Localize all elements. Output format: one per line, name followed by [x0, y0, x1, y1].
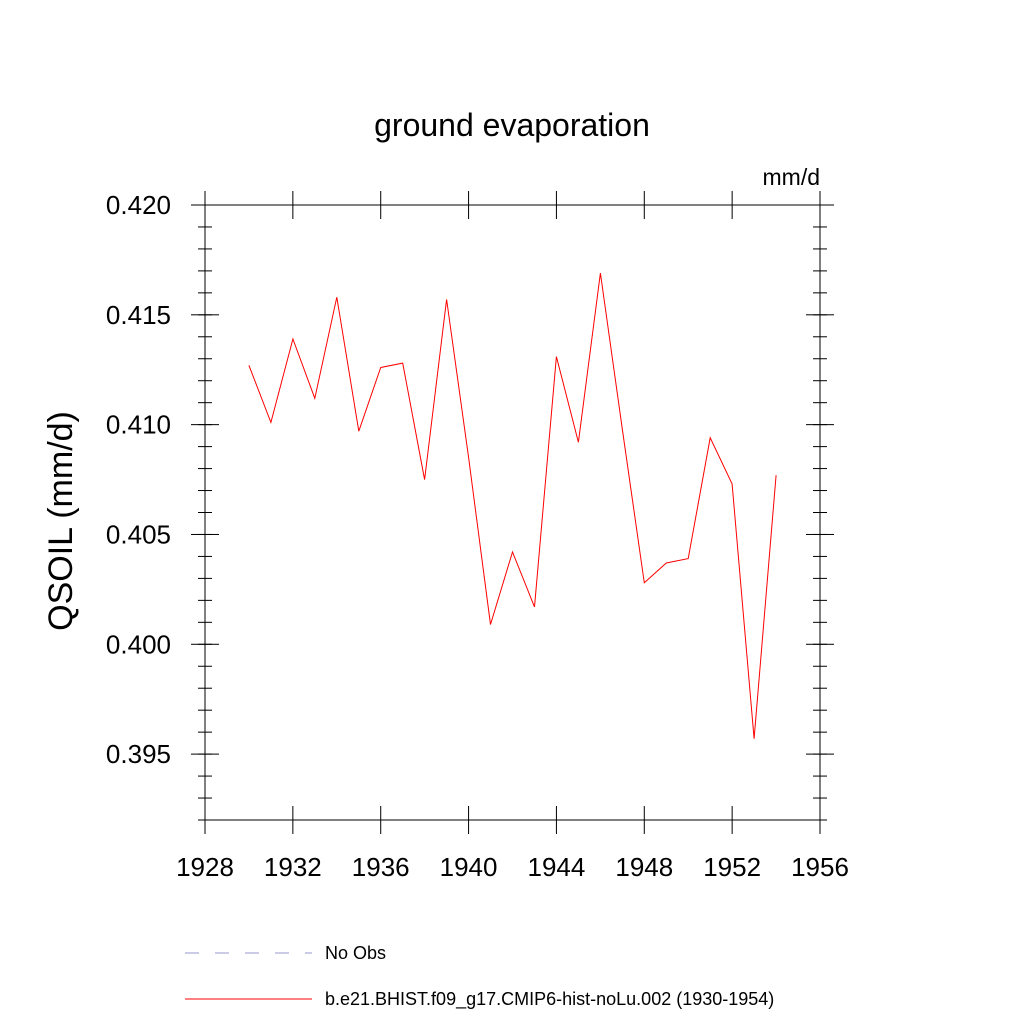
x-tick-label: 1940 — [440, 852, 498, 882]
y-axis: 0.395 0.400 0.405 0.410 0.415 0.420 — [106, 190, 834, 821]
x-tick-label: 1948 — [615, 852, 673, 882]
y-tick-label: 0.400 — [106, 629, 171, 659]
y-tick-label: 0.415 — [106, 300, 171, 330]
units-label: mm/d — [763, 164, 821, 190]
x-tick-label: 1952 — [703, 852, 761, 882]
x-tick-label: 1936 — [352, 852, 410, 882]
x-tick-label: 1932 — [264, 852, 322, 882]
legend-label-1: b.e21.BHIST.f09_g17.CMIP6-hist-noLu.002 … — [325, 989, 774, 1010]
x-tick-label: 1928 — [176, 852, 234, 882]
legend-label-0: No Obs — [325, 943, 386, 963]
y-tick-label: 0.405 — [106, 519, 171, 549]
y-tick-label: 0.420 — [106, 190, 171, 220]
y-tick-label: 0.395 — [106, 739, 171, 769]
chart-title: ground evaporation — [374, 107, 650, 143]
x-axis: 1928 1932 1936 1940 1944 1948 1952 1956 — [176, 191, 849, 882]
x-tick-label: 1944 — [528, 852, 586, 882]
x-tick-label: 1956 — [791, 852, 849, 882]
y-axis-label: QSOIL (mm/d) — [42, 411, 80, 631]
series-line-0 — [248, 273, 777, 739]
plot-frame — [204, 204, 821, 821]
legend: No Obs b.e21.BHIST.f09_g17.CMIP6-hist-noL… — [185, 943, 774, 1010]
series-layer — [248, 273, 777, 739]
y-tick-label: 0.410 — [106, 410, 171, 440]
